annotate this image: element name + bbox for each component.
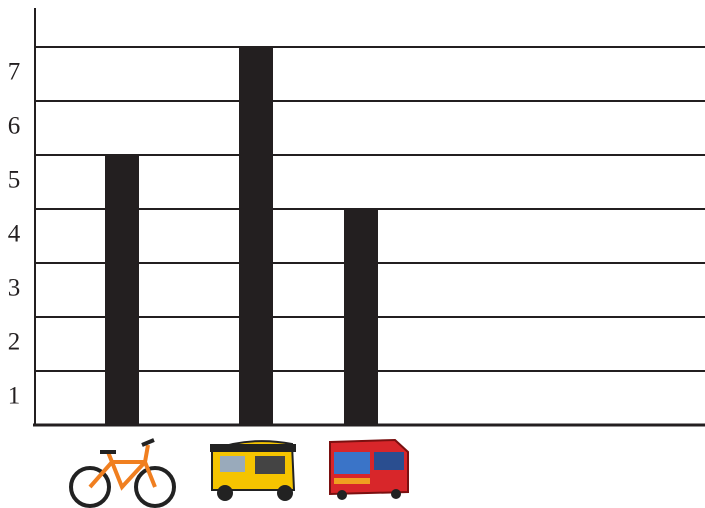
bar xyxy=(239,47,273,425)
bicycle-icon xyxy=(69,438,176,508)
bus-icon xyxy=(329,438,409,500)
y-tick-label: 6 xyxy=(8,113,21,140)
y-tick-label: 3 xyxy=(8,275,21,302)
y-tick-label: 4 xyxy=(8,221,21,248)
bar xyxy=(344,209,378,425)
bar xyxy=(105,155,139,425)
y-tick-label: 5 xyxy=(8,167,21,194)
auto-rickshaw-icon xyxy=(210,440,296,501)
y-tick-label: 1 xyxy=(8,383,21,410)
y-tick-label: 2 xyxy=(8,329,21,356)
y-tick-label: 7 xyxy=(8,59,21,86)
